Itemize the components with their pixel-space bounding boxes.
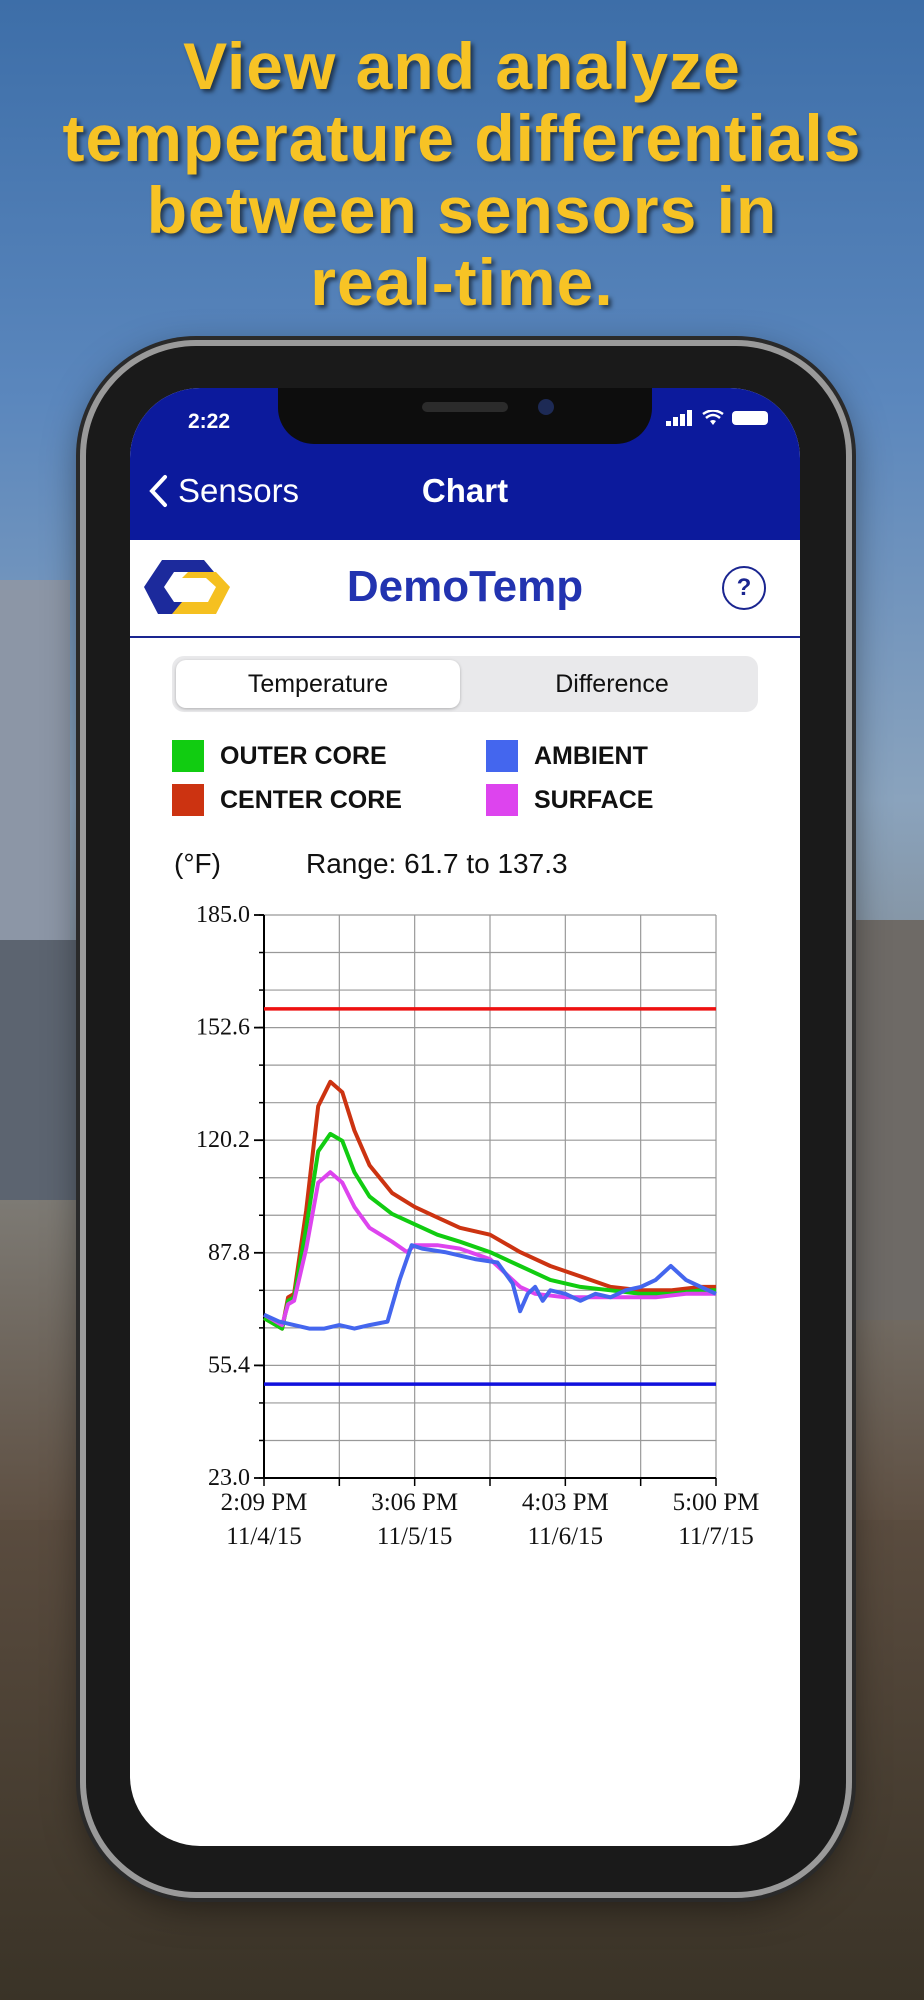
navigation-bar: 2:22 Sensors Chart xyxy=(130,388,800,540)
legend-item-ambient: AMBIENT xyxy=(486,740,648,772)
brand-name: DemoTemp xyxy=(346,562,584,611)
legend-item-outer-core: OUTER CORE xyxy=(172,740,387,772)
range-label: Range: 61.7 to 137.3 xyxy=(306,848,568,879)
legend-item-surface: SURFACE xyxy=(486,784,653,816)
segment-difference[interactable]: Difference xyxy=(555,670,669,698)
headline: View and analyze temperature differentia… xyxy=(0,30,924,318)
back-button-label: Sensors xyxy=(178,472,300,509)
headline-line-2: temperature differentials xyxy=(62,101,862,175)
app-header: DemoTemp ? xyxy=(130,540,800,638)
status-icons xyxy=(666,410,768,426)
legend-label: CENTER CORE xyxy=(220,785,402,814)
x-tick-label-date: 11/6/15 xyxy=(528,1523,603,1550)
legend-swatch xyxy=(172,740,204,772)
headline-line-3: between sensors in xyxy=(146,173,778,247)
background-building-left-2 xyxy=(0,940,90,1200)
status-time: 2:22 xyxy=(188,410,231,433)
x-tick-label-date: 11/5/15 xyxy=(377,1523,452,1550)
help-button[interactable]: ? xyxy=(722,566,766,610)
chevron-left-icon xyxy=(149,475,167,507)
camera xyxy=(538,399,554,415)
notch xyxy=(278,388,652,444)
speaker xyxy=(422,402,508,412)
legend-label: SURFACE xyxy=(534,785,654,814)
segment-temperature[interactable]: Temperature xyxy=(176,660,460,708)
legend-swatch xyxy=(172,784,204,816)
x-tick-label-time: 5:00 PM xyxy=(673,1489,760,1516)
wifi-icon xyxy=(702,410,724,425)
phone-screen: 2:22 Sensors Chart DemoTemp ? Temperatur… xyxy=(130,388,800,1846)
y-tick-label: 152.6 xyxy=(196,1015,250,1041)
temperature-chart[interactable]: 185.0 152.6 120.2 87.8 55.4 23.02:09 PM 11/4/1… xyxy=(130,893,800,1573)
unit-label: (°F) xyxy=(174,848,221,879)
signal-icon xyxy=(666,410,692,426)
brand-logo-icon xyxy=(144,560,230,614)
battery-icon xyxy=(732,411,768,425)
legend-label: OUTER CORE xyxy=(220,741,387,770)
y-tick-label: 87.8 xyxy=(208,1240,250,1266)
back-button[interactable]: Sensors xyxy=(148,472,299,510)
legend-item-center-core: CENTER CORE xyxy=(172,784,402,816)
x-tick-label-date: 11/7/15 xyxy=(678,1523,753,1550)
x-tick-label-time: 2:09 PM xyxy=(221,1489,308,1516)
legend-swatch xyxy=(486,740,518,772)
x-tick-label-time: 4:03 PM xyxy=(522,1489,609,1516)
legend-label: AMBIENT xyxy=(534,741,648,770)
x-tick-label-time: 3:06 PM xyxy=(371,1489,458,1516)
legend-swatch xyxy=(486,784,518,816)
headline-line-4: real-time. xyxy=(310,245,614,319)
y-tick-label: 120.2 xyxy=(196,1127,250,1153)
x-tick-label-date: 11/4/15 xyxy=(226,1523,301,1550)
y-tick-label: 23.0 xyxy=(208,1465,250,1491)
y-tick-label: 55.4 xyxy=(208,1352,250,1378)
headline-line-1: View and analyze xyxy=(183,29,741,103)
series-line-ambient xyxy=(263,1243,717,1331)
nav-title: Chart xyxy=(421,472,509,509)
y-tick-label: 185.0 xyxy=(196,902,250,928)
background-building-right xyxy=(846,920,924,1320)
chart-mode-segmented-control: Temperature Difference xyxy=(172,656,758,712)
